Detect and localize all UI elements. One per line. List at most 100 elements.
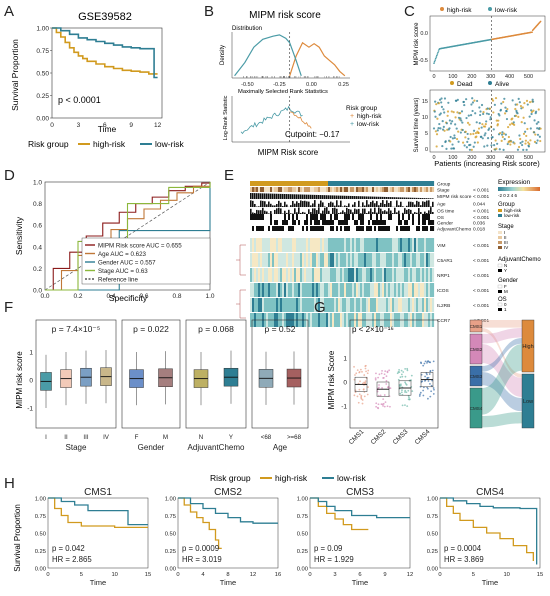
g-jitter-point: [402, 405, 404, 407]
e-heat-cell: [362, 238, 364, 252]
e-heat-cell: [364, 220, 366, 225]
e-heat-cell: [396, 187, 398, 192]
e-row-label: IL2RB: [437, 303, 450, 309]
e-heat-cell: [260, 220, 262, 225]
e-heat-cell: [396, 181, 398, 186]
c-survival-point: [457, 131, 459, 133]
e-heat-cell: [346, 238, 348, 252]
e-heat-cell: [378, 181, 380, 186]
e-heat-cell: [266, 268, 268, 282]
c-survival-point: [513, 124, 515, 126]
e-heat-cell: [394, 298, 396, 312]
g-jitter-point: [424, 376, 426, 378]
e-heat-cell: [348, 283, 350, 297]
e-heat-cell: [406, 253, 408, 267]
e-heat-cell: [262, 220, 264, 225]
e-heat-cell: [422, 298, 424, 312]
e-heat-cell: [322, 253, 324, 267]
e-heat-cell: [402, 220, 404, 225]
g-jitter-point: [382, 398, 384, 400]
e-heat-cell: [328, 181, 330, 186]
e-bar-cell: [372, 197, 374, 199]
e-bar-cell: [428, 210, 430, 214]
e-heat-cell: [258, 298, 260, 312]
e-heat-cell: [364, 187, 366, 192]
e-row-label: OS: [437, 215, 444, 221]
e-heat-cell: [260, 283, 262, 297]
e-heat-cell: [374, 220, 376, 225]
e-heat-cell: [266, 253, 268, 267]
e-bar-cell: [416, 201, 418, 207]
e-heat-cell: [304, 253, 306, 267]
e-bar-cell: [420, 198, 422, 199]
e-heat-cell: [368, 253, 370, 267]
f-ytick: -1: [27, 406, 33, 413]
e-heat-cell: [294, 298, 296, 312]
c-survival-point: [460, 131, 462, 133]
e-heat-cell: [262, 238, 264, 252]
c-survival-point: [536, 123, 538, 125]
svg-text:+: +: [350, 121, 354, 128]
e-heat-cell: [264, 214, 266, 220]
e-heat-cell: [394, 283, 396, 297]
c-survival-point: [449, 119, 451, 121]
e-heat-cell: [296, 187, 298, 192]
e-heat-cell: [346, 283, 348, 297]
e-bar-cell: [258, 210, 260, 214]
e-heat-cell: [280, 253, 282, 267]
g-jitter-point: [385, 401, 387, 403]
g-jitter-point: [353, 394, 355, 396]
a-legend-low: low-risk: [155, 139, 185, 149]
c-survival-point: [484, 125, 486, 127]
g-jitter-point: [362, 403, 364, 405]
e-heat-cell: [416, 220, 418, 225]
e-bar-cell: [394, 208, 396, 214]
c-survival-point: [516, 103, 518, 105]
c-survival-point: [450, 136, 452, 138]
g-jitter-point: [407, 390, 409, 392]
e-heat-cell: [318, 214, 320, 220]
g-jitter-point: [384, 373, 386, 375]
e-bar-cell: [424, 202, 426, 207]
f-category-label: F: [135, 434, 139, 441]
e-heat-cell: [362, 181, 364, 186]
h-xlabel: Time: [482, 578, 498, 587]
e-heat-cell: [250, 187, 252, 192]
e-heat-cell: [290, 253, 292, 267]
e-heat-cell: [390, 181, 392, 186]
e-heat-cell: [392, 214, 394, 220]
e-heat-cell: [338, 181, 340, 186]
e-heat-cell: [368, 214, 370, 220]
c-survival-point: [478, 106, 480, 108]
e-heat-cell: [340, 313, 342, 327]
c-survival-point: [530, 127, 532, 129]
e-bar-cell: [430, 207, 432, 214]
e-heat-cell: [346, 268, 348, 282]
a-ytick-label: 0.75: [36, 48, 49, 55]
e-heat-cell: [320, 220, 322, 225]
e-heat-cell: [310, 220, 312, 225]
e-heat-cell: [422, 226, 424, 231]
e-heat-cell: [418, 298, 420, 312]
c-survival-point: [521, 121, 523, 123]
e-heat-cell: [432, 187, 434, 192]
g-jitter-point: [401, 391, 403, 393]
e-heat-cell: [310, 187, 312, 192]
c-survival-point: [476, 100, 478, 102]
e-row-label: OS time: [437, 208, 455, 214]
e-heat-cell: [320, 214, 322, 220]
f-category-label: Y: [229, 434, 233, 441]
e-heat-cell: [430, 298, 432, 312]
e-heat-cell: [362, 214, 364, 220]
e-bar-cell: [324, 208, 326, 214]
e-bar-cell: [330, 195, 332, 199]
c-survival-point: [462, 142, 464, 144]
c-survival-point: [488, 113, 490, 115]
e-heat-cell: [306, 298, 308, 312]
h-ytick: 0.00: [297, 567, 308, 573]
e-heat-cell: [414, 181, 416, 186]
e-heat-cell: [304, 214, 306, 220]
e-heat-cell: [282, 283, 284, 297]
e-bar-cell: [316, 195, 318, 199]
